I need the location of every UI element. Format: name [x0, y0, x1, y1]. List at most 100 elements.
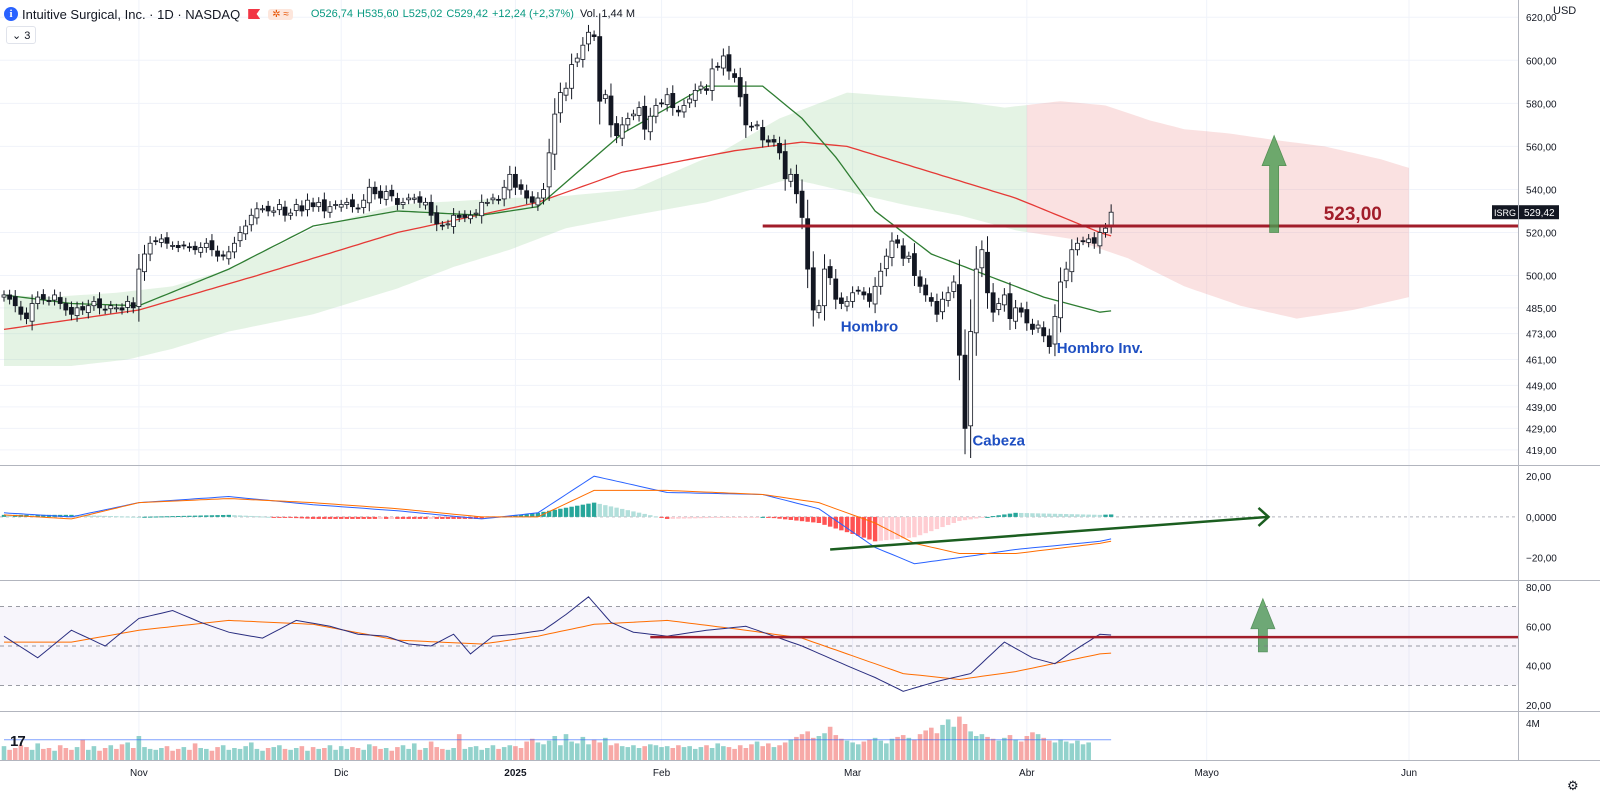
candle-down	[833, 278, 839, 300]
macd-histogram-bar	[181, 515, 187, 517]
volume-bar	[18, 745, 24, 760]
info-icon[interactable]: i	[4, 7, 18, 21]
volume-bar	[473, 746, 479, 760]
volume-bar	[625, 747, 631, 760]
candle-up	[889, 240, 895, 258]
volume-bar	[754, 741, 760, 760]
macd-histogram-bar	[192, 515, 198, 517]
candle-down	[928, 297, 934, 302]
volume-bar	[546, 740, 552, 760]
volume-bar	[215, 747, 220, 760]
candle-down	[192, 245, 198, 251]
status-pill[interactable]: ✲ ≈	[268, 8, 293, 20]
volume-bar	[305, 750, 310, 760]
volume-bar	[445, 749, 451, 760]
volume-bar	[248, 742, 254, 760]
time-axis-label: Jun	[1401, 768, 1417, 779]
macd-histogram-bar	[1069, 514, 1074, 517]
macd-histogram-bar	[479, 516, 484, 519]
macd-histogram-bar	[861, 516, 867, 538]
volume-bar	[957, 716, 962, 760]
macd-histogram-bar	[738, 516, 743, 518]
candle-down	[1007, 293, 1013, 320]
volume-bar	[771, 747, 777, 760]
candle-up	[333, 204, 338, 206]
candle-down	[102, 308, 108, 311]
macd-histogram-bar	[670, 516, 675, 519]
symbol-title[interactable]: Intuitive Surgical, Inc. · 1D · NASDAQ	[22, 6, 241, 22]
macd-histogram-bar	[406, 516, 411, 519]
candle-down	[1030, 323, 1035, 330]
volume-bar	[293, 748, 299, 760]
candle-up	[1013, 307, 1018, 322]
macd-histogram-bar	[569, 506, 574, 517]
macd-histogram-bar	[614, 507, 619, 517]
volume-bar	[979, 734, 985, 760]
macd-histogram-bar	[524, 514, 529, 517]
volume-bar	[900, 735, 906, 760]
resistance-label: 523,00	[1324, 204, 1382, 225]
macd-histogram-bar	[631, 511, 636, 517]
macd-histogram-bar	[226, 514, 231, 517]
candle-down	[428, 201, 434, 216]
volume-bar	[395, 747, 400, 760]
ohlc-open: O526,74	[310, 8, 354, 20]
tradingview-logo[interactable]: 17	[10, 733, 26, 750]
volume-bar	[299, 746, 305, 760]
volume-bar	[884, 743, 889, 760]
macd-histogram-bar	[322, 516, 327, 519]
macd-histogram-bar	[620, 508, 625, 517]
candle-up	[664, 94, 670, 106]
macd-histogram-bar	[1024, 513, 1030, 517]
volume-bar	[1013, 739, 1018, 760]
candle-down	[265, 205, 271, 212]
macd-histogram-bar	[91, 515, 97, 517]
volume-bar	[563, 734, 569, 760]
macd-histogram-bar	[125, 516, 130, 518]
candle-down	[496, 198, 501, 201]
macd-histogram-bar	[209, 515, 215, 517]
macd-histogram-bar	[794, 516, 799, 521]
macd-histogram-bar	[951, 516, 956, 523]
macd-histogram-bar	[1097, 514, 1103, 517]
currency-label[interactable]: USD	[1553, 5, 1577, 17]
volume-bar	[760, 746, 765, 760]
macd-histogram-bar	[305, 516, 310, 519]
pattern-annotation: Hombro	[841, 319, 899, 336]
candle-up	[720, 55, 726, 69]
macd-histogram-bar	[299, 516, 305, 519]
candle-down	[24, 312, 29, 320]
macd-histogram-bar	[1103, 514, 1108, 517]
candle-down	[777, 142, 782, 154]
volume-bar	[973, 736, 979, 760]
macd-histogram-bar	[243, 515, 248, 517]
candle-down	[743, 93, 749, 126]
signal-line	[3, 489, 1112, 554]
candle-up	[226, 251, 232, 260]
macd-histogram-bar	[1013, 512, 1018, 517]
flag-icon[interactable]	[248, 9, 261, 19]
macd-histogram-bar	[136, 516, 142, 518]
candle-down	[912, 253, 917, 276]
candle-up	[844, 300, 850, 307]
candle-down	[372, 186, 378, 195]
volume-bar	[136, 736, 142, 760]
macd-histogram-bar	[968, 516, 973, 520]
volume-bar	[591, 739, 597, 760]
macd-histogram-bar	[282, 516, 288, 518]
volume-bar	[181, 747, 187, 760]
volume-bar	[872, 737, 878, 760]
candle-down	[737, 77, 743, 98]
candle-down	[726, 54, 732, 72]
indicator-toggle-button[interactable]: ⌄ 3	[6, 26, 37, 44]
ohlc-close: C529,42	[446, 8, 488, 20]
price-tick-label: 461,00	[1526, 356, 1557, 367]
candle-down	[394, 198, 400, 205]
volume-bar	[687, 746, 692, 760]
settings-gear-icon[interactable]: ⚙	[1567, 778, 1579, 793]
volume-bar	[940, 724, 945, 760]
macd-arrowhead	[1257, 506, 1271, 527]
candle-up	[366, 186, 372, 204]
volume-bar	[69, 749, 74, 760]
